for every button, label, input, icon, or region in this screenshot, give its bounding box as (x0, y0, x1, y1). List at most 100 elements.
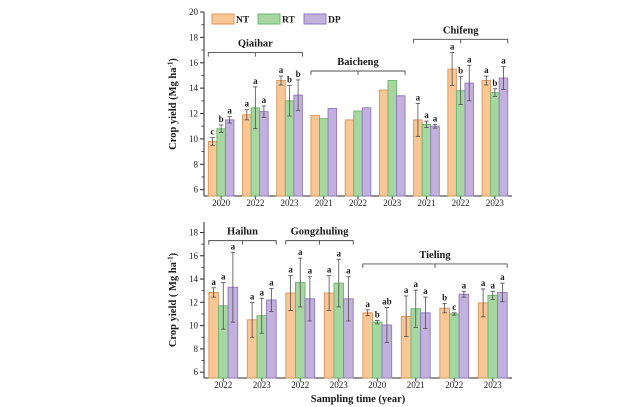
significance-letter: a (279, 65, 284, 75)
bar-rt-baicheng-2023 (387, 80, 397, 197)
significance-letter: b (296, 69, 301, 79)
year-label: 2023 (383, 198, 402, 208)
significance-letter: b (458, 66, 463, 76)
significance-letter: b (375, 309, 380, 319)
significance-letter: a (424, 110, 429, 120)
y-tick-label: 6 (194, 185, 199, 195)
bar-dp-qiaihar-2020 (224, 119, 235, 197)
significance-letter: a (211, 277, 216, 287)
year-label: 2021 (407, 380, 425, 390)
bar-rt-baicheng-2021 (319, 118, 329, 197)
significance-letter: a (501, 56, 506, 66)
year-label: 2022 (246, 198, 264, 208)
bar-dp-chifeng-2023 (498, 77, 509, 197)
bar-nt-chifeng-2022 (447, 68, 457, 197)
site-label-hailun: Hailun (227, 227, 258, 238)
bar-nt-qiaihar-2023 (276, 80, 286, 197)
bar-rt-chifeng-2021 (421, 123, 432, 197)
significance-letter: a (462, 280, 467, 290)
significance-letter: a (450, 42, 455, 52)
bar-dp-qiaihar-2022 (259, 111, 269, 197)
significance-letter: b (287, 75, 292, 85)
bar-rt-tieling-2020 (371, 321, 383, 379)
significance-letter: a (416, 92, 421, 102)
year-label: 2023 (484, 380, 503, 390)
y-tick-label: 10 (189, 321, 199, 331)
significance-letter: c (452, 302, 456, 312)
significance-letter: a (467, 54, 472, 64)
year-label: 2022 (291, 380, 309, 390)
significance-letter: a (262, 95, 267, 105)
bar-nt-baicheng-2022 (344, 119, 355, 197)
bar-nt-tieling-2022 (439, 307, 450, 379)
significance-letter: a (404, 285, 409, 295)
bar-nt-baicheng-2023 (378, 89, 389, 197)
significance-letter: a (269, 277, 274, 287)
significance-letter: a (250, 291, 255, 301)
bar-nt-qiaihar-2020 (207, 140, 218, 197)
y-axis-title: Crop yield (Mg ha-1) (167, 58, 180, 150)
bar-dp-baicheng-2023 (396, 95, 406, 197)
significance-letter: a (433, 113, 438, 123)
significance-letter: a (484, 65, 489, 75)
bar-rt-tieling-2022 (448, 313, 460, 379)
y-tick-label: 16 (189, 58, 199, 68)
bar-rt-chifeng-2023 (490, 92, 500, 197)
bar-nt-qiaihar-2022 (242, 114, 252, 197)
legend-label-rt: RT (282, 16, 296, 26)
significance-letter: a (346, 266, 351, 276)
significance-letter: a (500, 272, 505, 282)
y-tick-label: 12 (189, 109, 198, 119)
y-tick-label: 12 (189, 297, 198, 307)
y-tick-label: 20 (189, 7, 199, 17)
legend-swatch-nt (211, 13, 235, 25)
bar-nt-tieling-2020 (362, 312, 373, 379)
y-tick-label: 18 (189, 32, 199, 42)
significance-letter: a (327, 265, 332, 275)
y-axis-title: Crop yield ( Mg ha-1) (167, 252, 180, 347)
significance-letter: c (211, 127, 215, 137)
y-tick-label: 8 (194, 344, 199, 354)
site-label-gongzhuling: Gongzhuling (291, 227, 350, 238)
x-axis-title: Sampling time (year) (311, 394, 406, 405)
y-tick-label: 10 (189, 134, 199, 144)
significance-letter: b (492, 78, 497, 88)
significance-letter: a (231, 241, 236, 251)
year-label: 2023 (281, 198, 300, 208)
legend-swatch-dp (303, 13, 327, 25)
significance-letter: a (481, 278, 486, 288)
year-label: 2021 (417, 198, 435, 208)
significance-letter: a (260, 287, 265, 297)
significance-letter: a (423, 286, 428, 296)
year-label: 2020 (212, 198, 231, 208)
legend-label-nt: NT (236, 16, 250, 26)
legend: NT RT DP (211, 13, 341, 26)
significance-letter: a (308, 266, 313, 276)
bar-dp-chifeng-2021 (430, 125, 440, 197)
year-label: 2022 (349, 198, 367, 208)
year-label: 2022 (452, 198, 470, 208)
bar-dp-tieling-2022 (458, 293, 470, 379)
y-tick-label: 8 (194, 159, 199, 169)
site-label-tieling: Tieling (419, 250, 451, 261)
significance-letter: a (227, 106, 232, 116)
significance-letter: a (288, 265, 293, 275)
bar-rt-tieling-2023 (487, 294, 499, 379)
significance-letter: a (221, 272, 226, 282)
significance-letter: a (337, 248, 342, 258)
significance-letter: a (245, 99, 250, 109)
year-label: 2023 (253, 380, 272, 390)
bar-dp-baicheng-2022 (361, 107, 372, 197)
bar-dp-baicheng-2021 (327, 107, 338, 197)
site-label-baicheng: Baicheng (337, 57, 379, 68)
significance-letter: a (414, 279, 419, 289)
bar-nt-chifeng-2023 (481, 80, 492, 197)
legend-label-dp: DP (328, 16, 341, 26)
bar-rt-qiaihar-2020 (216, 128, 226, 197)
significance-letter: b (442, 292, 447, 302)
year-label: 2021 (315, 198, 333, 208)
bar-dp-tieling-2023 (497, 291, 508, 379)
